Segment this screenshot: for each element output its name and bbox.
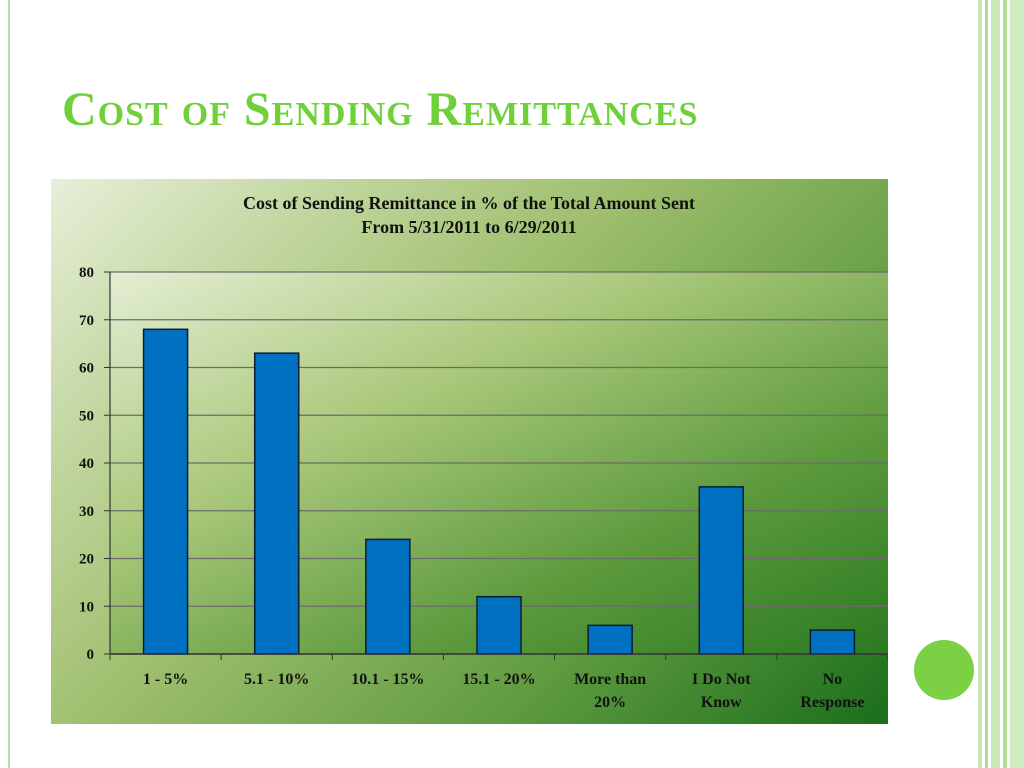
y-tick-label: 50 [79, 408, 94, 424]
chart-subtitle: From 5/31/2011 to 6/29/2011 [361, 217, 576, 237]
x-tick-label: More than [574, 671, 646, 688]
slide-title: Cost of Sending Remittances [62, 83, 699, 136]
bar [809, 629, 856, 655]
y-tick-label: 70 [79, 313, 94, 329]
x-tick-label: 20% [594, 694, 626, 711]
y-tick-label: 40 [79, 456, 94, 472]
y-tick-label: 80 [79, 265, 94, 281]
bar [476, 595, 522, 655]
frame-right-stripe [985, 0, 988, 768]
frame-right-stripe [991, 0, 1000, 768]
plot-area: 0 10 20 30 40 50 60 70 80 1 - 5% 5.1 - 10% 10.1 - 1… [79, 265, 888, 711]
x-tick-label: Response [800, 694, 864, 711]
x-tick-label: No [823, 671, 843, 688]
frame-right-stripe [978, 0, 982, 768]
y-tick-label: 10 [79, 599, 94, 615]
bar [587, 624, 633, 655]
frame-right-stripe [1010, 0, 1024, 768]
bar [142, 328, 189, 655]
bar [253, 352, 300, 655]
decorative-dot [914, 640, 974, 700]
frame-right-stripe [1003, 0, 1007, 768]
bar-chart: Cost of Sending Remittance in % of the T… [79, 193, 888, 711]
y-tick-label: 0 [87, 647, 95, 663]
y-tick-label: 30 [79, 504, 94, 520]
x-tick-label: 15.1 - 20% [462, 671, 535, 688]
frame-left-line [8, 0, 10, 768]
y-tick-label: 60 [79, 361, 94, 377]
chart-title: Cost of Sending Remittance in % of the T… [243, 193, 695, 213]
bar [365, 538, 411, 655]
chart-panel: Cost of Sending Remittance in % of the T… [51, 179, 888, 724]
x-tick-label: Know [701, 694, 742, 711]
x-tick-label: 5.1 - 10% [244, 671, 309, 688]
x-tick-label: I Do Not [692, 671, 751, 688]
y-tick-label: 20 [79, 552, 94, 568]
x-tick-label: 10.1 - 15% [351, 671, 424, 688]
bar [698, 486, 745, 655]
x-tick-label: 1 - 5% [143, 671, 188, 688]
